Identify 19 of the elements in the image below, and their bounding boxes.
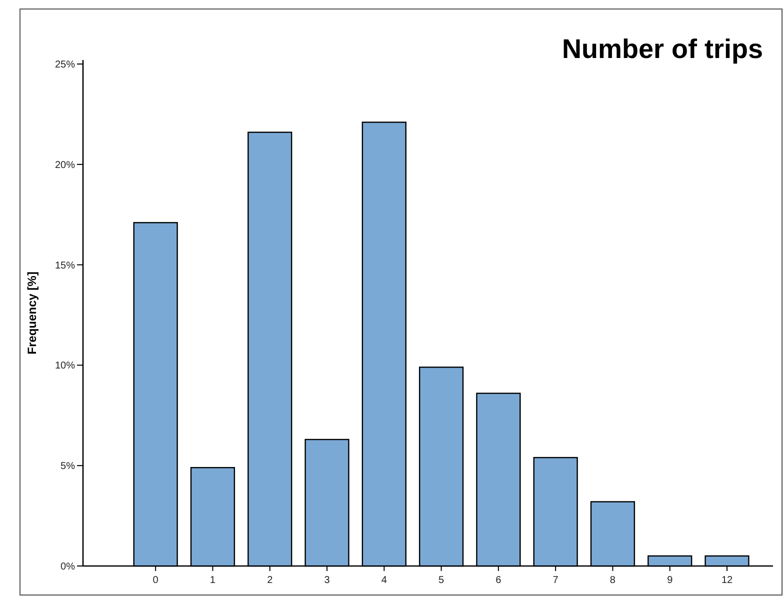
y-tick-label: 20%	[54, 160, 76, 171]
x-tick-label: 1	[210, 575, 216, 586]
y-tick-label: 25%	[54, 60, 76, 71]
y-tick-label: 0%	[60, 562, 76, 572]
x-tick-label: 4	[381, 575, 388, 586]
x-tick-label: 0	[152, 575, 159, 586]
x-tick-label: 12	[721, 575, 733, 586]
x-tick-label: 2	[267, 575, 274, 586]
y-tick-label: 15%	[54, 260, 76, 272]
x-tick-label: 7	[552, 575, 559, 586]
x-tick-label: 5	[438, 575, 445, 586]
y-tick-label: 5%	[60, 461, 76, 472]
x-tick-label: 8	[610, 575, 616, 586]
x-tick-label: 9	[667, 575, 674, 586]
chart-title: Number of trips	[562, 34, 763, 64]
x-tick-label: 6	[496, 575, 502, 586]
x-tick-label: 3	[324, 575, 330, 586]
y-tick-label: 10%	[54, 360, 76, 372]
y-axis-title: Frequency [%]	[25, 272, 39, 354]
